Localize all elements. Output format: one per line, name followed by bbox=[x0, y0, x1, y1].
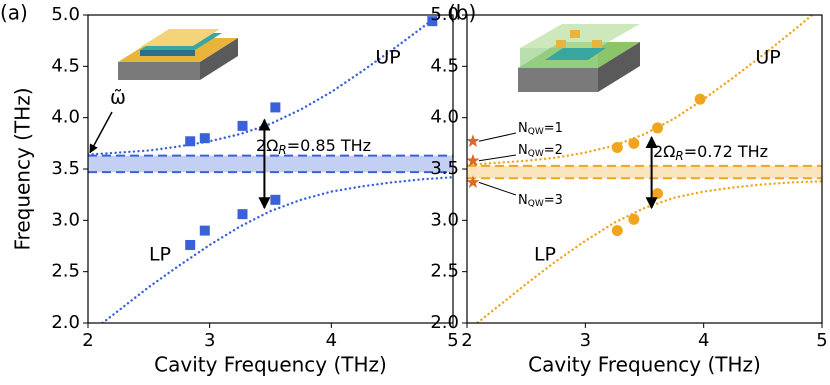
emitter-sub: QW bbox=[528, 199, 544, 209]
rabi-label: 2ΩR=0.85 THz bbox=[256, 136, 371, 157]
data-point bbox=[185, 239, 196, 250]
emitter-label: NQW=2 bbox=[518, 143, 563, 159]
panel-label: (a) bbox=[0, 1, 28, 25]
data-point bbox=[199, 133, 210, 144]
data-point bbox=[611, 141, 623, 153]
x-tick-label: 4 bbox=[698, 330, 709, 351]
x-tick-label: 5 bbox=[447, 330, 458, 351]
emitter-star bbox=[466, 175, 480, 189]
data-point bbox=[270, 102, 281, 113]
rabi-text: 2Ω bbox=[653, 142, 675, 161]
y-axis-label: Frequency (THz) bbox=[11, 87, 35, 250]
curves bbox=[88, 15, 453, 323]
x-tick-label: 2 bbox=[461, 330, 472, 351]
emitter-text: N bbox=[518, 143, 528, 158]
y-tick-label: 3.0 bbox=[430, 209, 459, 230]
data-point bbox=[628, 137, 640, 149]
rabi-text: =0.85 THz bbox=[287, 136, 371, 155]
y-tick-label: 2.5 bbox=[51, 261, 80, 282]
y-tick-label: 2.5 bbox=[430, 261, 459, 282]
emitter-label: NQW=1 bbox=[518, 121, 563, 137]
emitter-pointer bbox=[478, 154, 517, 162]
panel: (a) UP LP 2ΩR=0.85 THz ω̃ 2.0 2.5 3.0 3.5 4.0 4.5 5… bbox=[0, 1, 459, 377]
data-point bbox=[185, 136, 196, 147]
data-point bbox=[237, 209, 248, 220]
curve-label: LP bbox=[534, 244, 556, 266]
curve-label: UP bbox=[375, 47, 400, 69]
y-tick-label: 4.5 bbox=[430, 55, 459, 76]
x-tick-label: 5 bbox=[816, 330, 827, 351]
emitter-text: =1 bbox=[544, 121, 563, 136]
emitter-text: =2 bbox=[544, 143, 563, 158]
emitter-text: N bbox=[518, 121, 528, 136]
rabi-text: 2Ω bbox=[256, 136, 278, 155]
emitter-text: N bbox=[518, 193, 528, 208]
data-point bbox=[652, 188, 664, 200]
x-tick-label: 4 bbox=[326, 330, 337, 351]
data-point bbox=[270, 194, 281, 205]
panel-label: (b) bbox=[448, 1, 476, 25]
data-point bbox=[628, 213, 640, 225]
polariton-curve bbox=[88, 15, 441, 156]
emitter-sub: QW bbox=[528, 127, 544, 137]
data-point bbox=[611, 225, 623, 237]
y-tick-label: 5.0 bbox=[430, 4, 459, 25]
x-tick-label: 3 bbox=[204, 330, 215, 351]
y-tick-label: 2.0 bbox=[430, 312, 459, 333]
y-tick-label: 4.0 bbox=[430, 107, 459, 128]
curves bbox=[467, 15, 822, 323]
band bbox=[467, 165, 822, 179]
reference-arrow bbox=[89, 111, 113, 154]
emitter-star bbox=[466, 153, 480, 167]
band bbox=[88, 155, 453, 173]
y-tick-label: 3.0 bbox=[51, 209, 80, 230]
polariton-curve bbox=[475, 180, 822, 323]
data-point bbox=[694, 93, 706, 105]
emitter-label: NQW=3 bbox=[518, 193, 563, 209]
rabi-label: 2ΩR=0.72 THz bbox=[653, 142, 768, 163]
emitter-text: =3 bbox=[544, 193, 563, 208]
rabi-sub: R bbox=[278, 143, 286, 157]
emitter-sub: QW bbox=[528, 149, 544, 159]
reference-label: ω̃ bbox=[110, 87, 126, 109]
emitter-star bbox=[466, 134, 480, 147]
emitter-pointer bbox=[478, 132, 517, 142]
x-tick-label: 2 bbox=[82, 330, 93, 351]
y-tick-label: 2.0 bbox=[51, 312, 80, 333]
curve-label: LP bbox=[149, 244, 171, 266]
data-point bbox=[427, 16, 438, 27]
y-tick-label: 3.5 bbox=[51, 158, 80, 179]
y-tick-label: 4.5 bbox=[51, 55, 80, 76]
x-axis-label: Cavity Frequency (THz) bbox=[528, 353, 761, 377]
emitter-pointer bbox=[478, 181, 517, 196]
rabi-text: =0.72 THz bbox=[684, 142, 768, 161]
y-tick-label: 5.0 bbox=[51, 4, 80, 25]
polariton-curve bbox=[100, 176, 453, 323]
device-icon bbox=[118, 29, 238, 80]
polariton-curve bbox=[467, 15, 815, 167]
data-point bbox=[199, 225, 210, 236]
x-tick-label: 3 bbox=[580, 330, 591, 351]
data-point bbox=[652, 122, 664, 134]
data-point bbox=[237, 120, 248, 131]
device-icon bbox=[518, 24, 640, 92]
y-tick-label: 3.5 bbox=[430, 158, 459, 179]
y-tick-label: 4.0 bbox=[51, 107, 80, 128]
x-axis-label: Cavity Frequency (THz) bbox=[154, 353, 387, 377]
rabi-sub: R bbox=[675, 149, 683, 163]
curve-label: UP bbox=[755, 47, 780, 69]
